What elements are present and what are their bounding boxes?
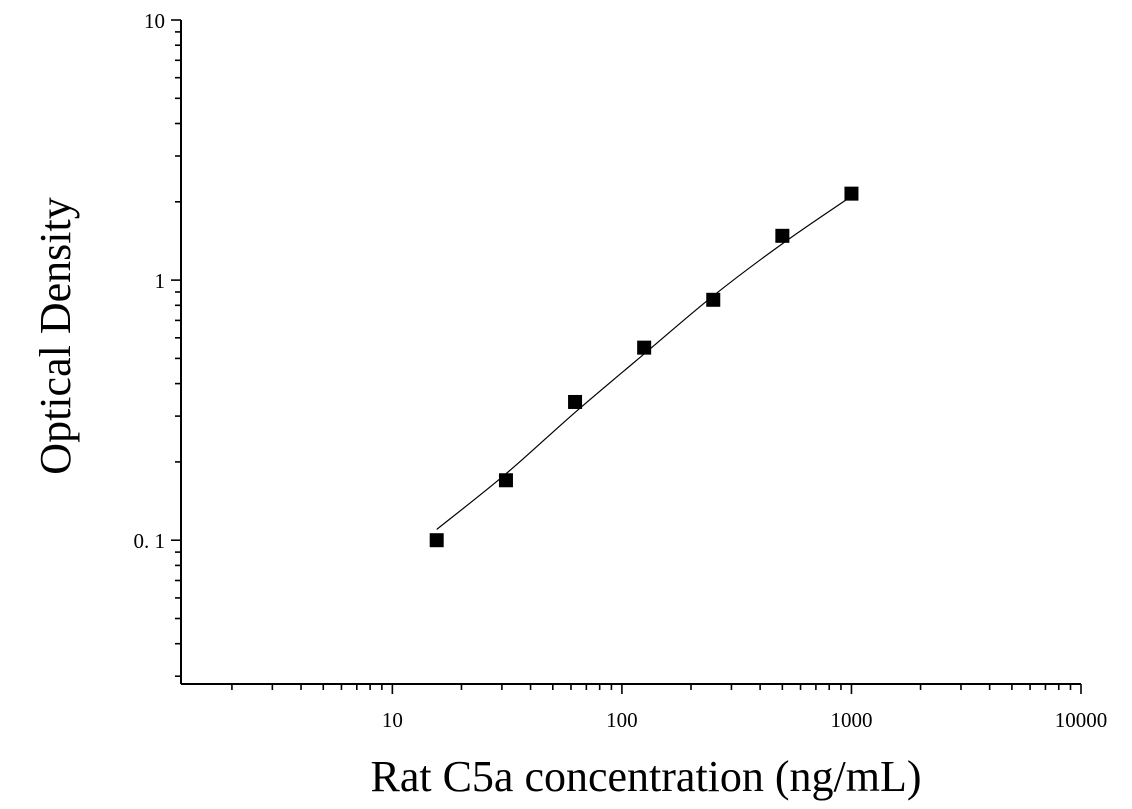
data-point	[429, 533, 444, 548]
y-tick-label: 10	[144, 9, 165, 33]
data-point	[498, 473, 513, 488]
data-point	[844, 186, 859, 201]
x-tick-label: 1000	[830, 708, 872, 732]
y-tick-label: 0. 1	[134, 529, 166, 553]
x-axis-title: Rat C5a concentration (ng/mL)	[370, 752, 921, 801]
data-point	[706, 292, 721, 307]
fit-curve	[436, 195, 852, 530]
x-tick-label: 10	[382, 708, 403, 732]
data-point	[568, 394, 583, 409]
plot-area: 10 100 1000 10000 0. 1 1 10	[134, 9, 1108, 732]
x-tick-label: 100	[606, 708, 638, 732]
y-axis-title: Optical Density	[31, 197, 80, 474]
data-point	[637, 340, 652, 355]
x-tick-label: 10000	[1055, 708, 1108, 732]
y-tick-label: 1	[155, 269, 166, 293]
data-point	[775, 228, 790, 243]
